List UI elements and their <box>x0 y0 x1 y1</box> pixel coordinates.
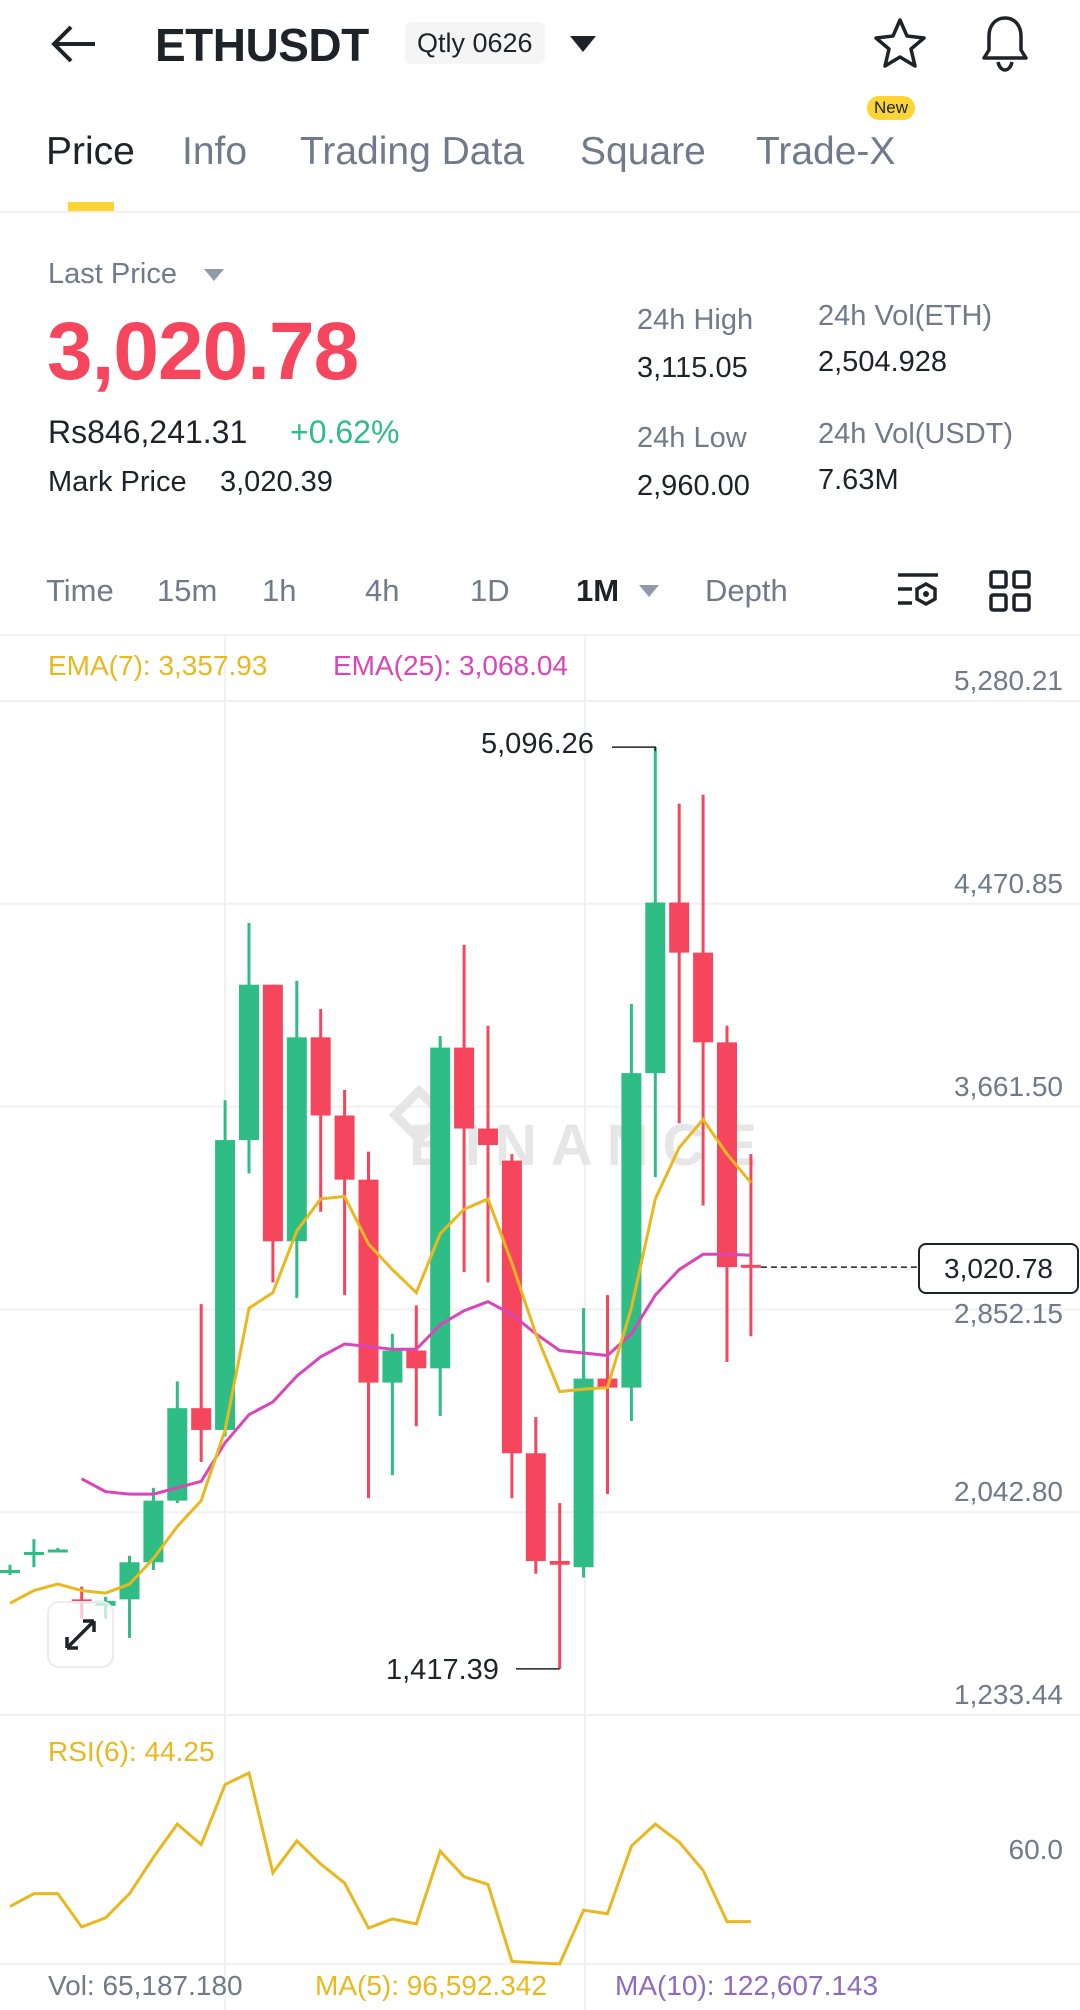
volume-ma5-legend: MA(5): 96,592.342 <box>315 1970 547 2001</box>
candle-body <box>669 902 690 953</box>
divider <box>0 211 1080 213</box>
candle-body <box>740 1264 761 1268</box>
expand-arrows-icon <box>65 1619 96 1650</box>
price-axis-label: 5,280.21 <box>954 665 1063 696</box>
divider <box>0 634 1080 636</box>
max-price-leader <box>612 746 657 752</box>
candle-body <box>478 1128 498 1146</box>
candle-body <box>143 1500 164 1563</box>
candle-body <box>645 902 666 1074</box>
active-tab-indicator <box>68 202 114 211</box>
high-label: 24h High <box>637 304 754 336</box>
min-price-label: 1,417.39 <box>386 1654 499 1686</box>
caret-down-icon[interactable] <box>637 582 661 602</box>
candle-body <box>334 1115 355 1180</box>
candle-body <box>358 1179 379 1383</box>
interval-1m[interactable]: 1M <box>576 573 620 608</box>
vol-usdt-label: 24h Vol(USDT) <box>818 418 1014 450</box>
rsi-line <box>9 1770 751 1966</box>
candle-body <box>167 1408 188 1501</box>
candle-body <box>525 1453 546 1562</box>
ema7-legend: EMA(7): 3,357.93 <box>48 650 268 681</box>
candle-body <box>382 1350 403 1383</box>
candle-body <box>430 1047 451 1369</box>
rsi-legend: RSI(6): 44.25 <box>48 1736 215 1767</box>
candle-body <box>501 1160 522 1454</box>
rsi-axis-label: 60.0 <box>1008 1834 1064 1865</box>
vol-eth-label: 24h Vol(ETH) <box>818 300 993 332</box>
tab-price[interactable]: Price <box>46 130 135 173</box>
price-axis-label: 2,852.15 <box>954 1298 1063 1329</box>
candle-body <box>549 1561 570 1565</box>
interval-1d[interactable]: 1D <box>470 573 510 608</box>
indicator-settings-icon[interactable] <box>894 569 942 613</box>
low-label: 24h Low <box>637 422 747 454</box>
mark-price: 3,020.39 <box>220 466 333 498</box>
interval-depth[interactable]: Depth <box>705 573 788 608</box>
candle-body <box>262 984 283 1242</box>
current-price-tag: 3,020.78 <box>918 1243 1079 1294</box>
tab-square[interactable]: Square <box>580 130 706 173</box>
high-value: 3,115.05 <box>637 352 748 384</box>
price-axis-label: 2,042.80 <box>954 1476 1063 1508</box>
new-badge: New <box>867 96 916 120</box>
candle-body <box>119 1562 140 1600</box>
fullscreen-button[interactable] <box>47 1601 114 1668</box>
price-change: +0.62% <box>290 414 400 450</box>
candle-body <box>215 1140 236 1430</box>
vol-usdt-value: 7.63M <box>818 464 899 496</box>
back-arrow-icon[interactable] <box>45 14 105 74</box>
candle-body <box>0 1570 20 1574</box>
interval-time[interactable]: Time <box>46 573 114 608</box>
grid-layout-icon[interactable] <box>988 569 1032 613</box>
candle-body <box>191 1408 212 1430</box>
candle-body <box>286 1037 307 1242</box>
candle-body <box>454 1047 475 1129</box>
mark-price-label: Mark Price <box>48 466 187 498</box>
candle-body <box>239 984 259 1141</box>
caret-down-icon[interactable] <box>202 266 226 286</box>
tab-trade-x[interactable]: Trade-X <box>756 130 896 173</box>
candle-body <box>23 1551 44 1555</box>
low-value: 2,960.00 <box>637 470 750 502</box>
interval-1h[interactable]: 1h <box>262 573 297 608</box>
bell-icon[interactable] <box>975 12 1035 76</box>
interval-15m[interactable]: 15m <box>157 573 218 608</box>
tab-trading-data[interactable]: Trading Data <box>300 130 525 173</box>
candle-body <box>406 1350 427 1369</box>
ema25-legend: EMA(25): 3,068.04 <box>333 650 569 681</box>
candle-body <box>621 1073 642 1388</box>
interval-4h[interactable]: 4h <box>365 573 400 608</box>
star-icon[interactable] <box>870 14 930 74</box>
caret-down-icon[interactable] <box>568 30 598 60</box>
last-price-label[interactable]: Last Price <box>48 258 177 290</box>
volume-legend: Vol: 65,187.180 <box>48 1970 243 2001</box>
candle-body <box>47 1549 68 1553</box>
price-axis-label: 1,233.44 <box>954 1679 1063 1710</box>
vol-eth-value: 2,504.928 <box>818 346 948 378</box>
last-price: 3,020.78 <box>47 306 359 397</box>
candle-body <box>310 1037 331 1116</box>
ema25-line <box>80 1252 751 1496</box>
candle-body <box>573 1378 594 1568</box>
volume-ma10-legend: MA(10): 122,607.143 <box>615 1970 879 2001</box>
symbol-title: ETHUSDT <box>155 19 369 71</box>
candle-body <box>693 952 714 1043</box>
price-axis-label: 4,470.85 <box>954 867 1063 899</box>
local-price: Rs846,241.31 <box>48 414 248 450</box>
ema7-line <box>9 1117 753 1605</box>
max-price-label: 5,096.26 <box>481 728 594 760</box>
tab-info[interactable]: Info <box>182 130 248 173</box>
contract-badge[interactable]: Qtly 0626 <box>405 22 545 64</box>
price-axis-label: 3,661.50 <box>954 1070 1063 1102</box>
